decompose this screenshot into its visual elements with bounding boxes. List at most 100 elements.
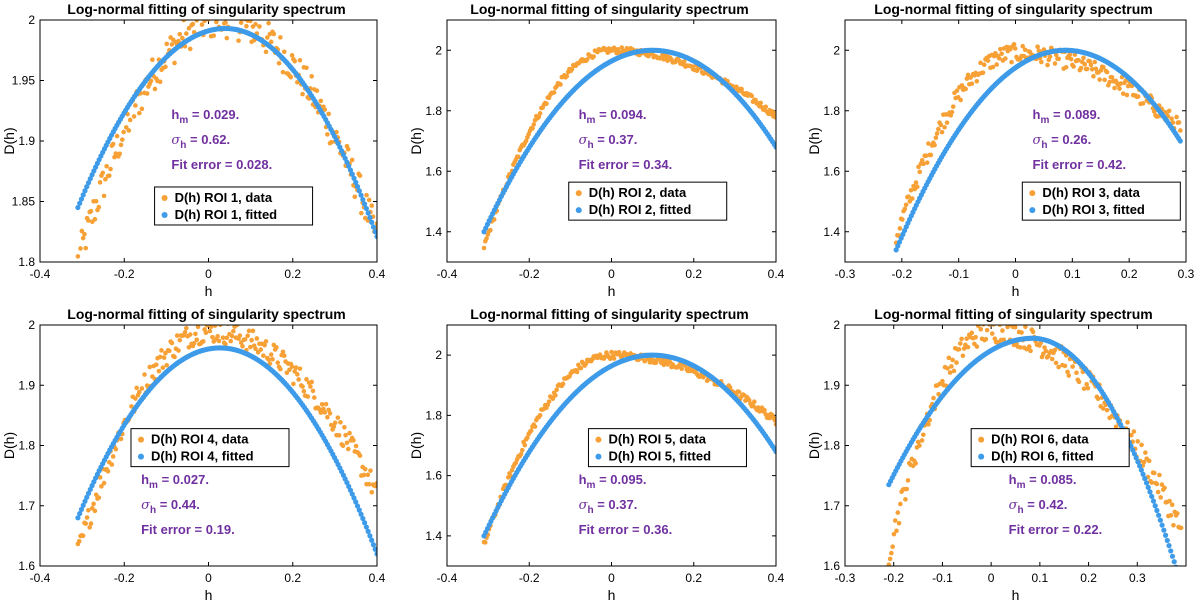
- data-point: [177, 337, 183, 343]
- legend-label-fitted: D(h) ROI 1, fitted: [175, 207, 278, 222]
- hm-annotation: hm = 0.085.: [1009, 472, 1077, 491]
- data-point: [558, 82, 563, 87]
- fitted-point: [347, 487, 354, 493]
- data-point: [203, 330, 209, 336]
- data-point: [366, 197, 372, 203]
- hm-value: 0.089.: [1064, 107, 1100, 122]
- hm-annotation: hm = 0.094.: [579, 107, 647, 126]
- x-tick-label: 0.2: [1121, 267, 1138, 281]
- sigma-annotation: σh = 0.42.: [1009, 497, 1068, 516]
- data-point: [366, 481, 372, 487]
- data-point: [965, 344, 971, 350]
- data-point: [292, 369, 298, 374]
- fitted-point: [344, 159, 350, 165]
- data-point: [101, 480, 107, 486]
- data-point: [1092, 59, 1097, 65]
- data-point: [938, 122, 944, 128]
- data-point: [223, 20, 228, 26]
- data-point: [999, 51, 1004, 57]
- data-point: [309, 379, 314, 385]
- x-tick-label: -0.2: [891, 267, 912, 281]
- data-point: [240, 343, 245, 349]
- data-point: [169, 340, 175, 346]
- data-point: [345, 446, 351, 452]
- data-point: [531, 122, 537, 127]
- legend-box: [1021, 181, 1181, 221]
- sigma-annotation: σh = 0.44.: [141, 497, 200, 516]
- data-point: [1178, 128, 1183, 133]
- fitted-point: [1157, 517, 1163, 523]
- data-point: [1102, 77, 1107, 83]
- data-point: [186, 345, 192, 350]
- data-point: [611, 356, 617, 361]
- y-tick-label: 1.95: [12, 74, 36, 88]
- data-point: [509, 468, 515, 473]
- data-point: [319, 401, 325, 407]
- legend: D(h) ROI 5, data D(h) ROI 5, fitted: [587, 428, 747, 468]
- data-point: [76, 538, 82, 544]
- data-point: [963, 86, 968, 92]
- data-point: [293, 365, 299, 370]
- data-point: [950, 104, 956, 109]
- fitted-point: [362, 201, 368, 207]
- chart-title: Log-normal fitting of singularity spectr…: [67, 306, 345, 322]
- data-point: [1018, 345, 1023, 350]
- data-point: [109, 462, 115, 467]
- fitted-point: [1145, 484, 1151, 490]
- data-point: [1030, 329, 1036, 335]
- legend-marker-data: [595, 436, 602, 443]
- data-point: [280, 349, 286, 355]
- data-point: [1109, 75, 1115, 80]
- data-point: [1159, 482, 1165, 487]
- data-point: [297, 366, 303, 371]
- data-point: [150, 57, 155, 62]
- data-point: [903, 497, 908, 502]
- data-point: [246, 328, 252, 334]
- data-point: [1087, 59, 1093, 64]
- fitted-point: [1143, 480, 1150, 486]
- plot-points: [481, 45, 776, 251]
- data-point: [1171, 522, 1176, 528]
- data-point: [949, 364, 954, 369]
- data-point: [1139, 442, 1144, 448]
- data-point: [954, 88, 960, 93]
- data-point: [280, 69, 286, 75]
- fitted-point: [78, 196, 85, 202]
- data-point: [932, 142, 937, 148]
- data-point: [364, 192, 369, 198]
- fitted-point: [84, 494, 90, 500]
- data-point: [253, 346, 258, 352]
- data-point: [237, 333, 243, 338]
- data-point: [1162, 485, 1167, 491]
- legend-box: [130, 428, 290, 468]
- data-point: [894, 528, 899, 534]
- data-point: [1174, 114, 1179, 120]
- data-point: [296, 377, 301, 382]
- data-point: [616, 349, 622, 355]
- data-point: [739, 86, 744, 92]
- data-point: [889, 550, 894, 556]
- y-tick-label: 1.6: [18, 559, 35, 573]
- data-point: [1169, 116, 1174, 121]
- data-point: [263, 49, 269, 55]
- data-point: [947, 370, 953, 375]
- fitted-point: [369, 219, 375, 225]
- fitted-point: [82, 498, 88, 504]
- data-point: [369, 489, 375, 495]
- data-point: [1011, 41, 1017, 47]
- data-point: [994, 62, 999, 67]
- data-point: [1063, 64, 1069, 70]
- data-point: [749, 93, 755, 99]
- data-point: [295, 79, 300, 85]
- data-point: [892, 518, 898, 523]
- legend-label-fitted: D(h) ROI 6, fitted: [991, 449, 1094, 464]
- data-point: [253, 21, 258, 27]
- fitted-point: [360, 515, 366, 522]
- data-point: [1081, 386, 1087, 391]
- x-tick-label: -0.3: [835, 267, 856, 281]
- sigma-annotation: σh = 0.37.: [579, 132, 638, 151]
- data-point: [926, 141, 931, 146]
- data-point: [323, 401, 329, 407]
- fitted-point: [356, 507, 362, 513]
- fitted-point: [1179, 581, 1184, 586]
